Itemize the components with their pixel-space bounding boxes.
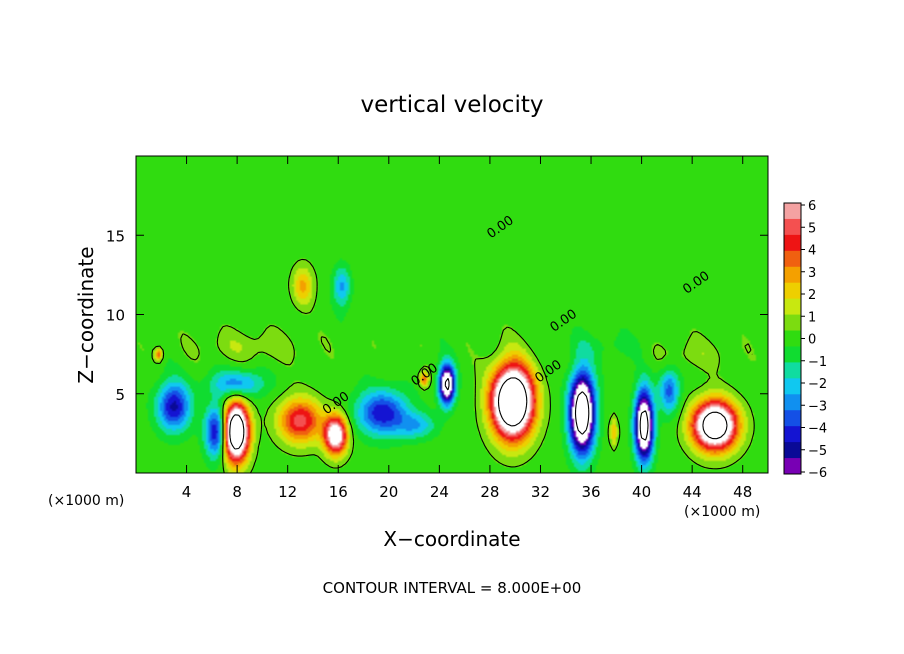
x-tick-label: 24 [430,483,449,501]
colorbar-tick-label: 5 [808,221,816,236]
colorbar-swatch [784,442,801,459]
colorbar-swatch [784,266,801,284]
y-tick-label: 5 [115,386,125,404]
y-axis: 5 10 15 [106,227,768,404]
x-tick-label: 32 [531,483,550,501]
colorbar-swatch [784,410,801,427]
x-tick-label: 20 [379,483,398,501]
x-tick-label: 48 [733,483,752,501]
colorbar-swatch [784,203,801,220]
colorbar-swatch [784,218,801,236]
colorbar-tick-label: 4 [808,244,816,259]
x-axis-unit-right: (×1000 m) [684,504,760,520]
x-tick-label: 36 [581,483,600,501]
colorbar-swatch [784,426,801,443]
colorbar-tick-label: −6 [808,466,827,481]
colorbar-tick-label: −2 [808,377,827,392]
velocity-field [136,156,768,473]
colorbar-swatch [784,378,801,395]
x-tick-label: 12 [278,483,297,501]
contour-zero [151,258,755,473]
colorbar-swatch [784,314,801,332]
x-axis: 4 8 12 16 20 24 28 32 36 40 44 48 [182,156,752,501]
y-tick-label: 10 [106,307,125,325]
x-tick-label: 4 [182,483,192,501]
x-tick-label: 16 [329,483,348,501]
colorbar-swatch [784,330,801,347]
y-axis-label: Z−coordinate [74,246,98,383]
colorbar-tick-label: 3 [808,266,816,281]
colorbar-tick-label: −5 [808,444,827,459]
colorbar-tick-label: 6 [808,199,816,214]
plot-area [136,156,768,473]
colorbar-swatch [784,394,801,411]
colorbar-swatch [784,458,801,475]
colorbar-swatch [784,362,801,379]
contour-interval-note: CONTOUR INTERVAL = 8.000E+00 [323,579,582,597]
colorbar-swatch [784,346,801,363]
x-tick-label: 44 [683,483,702,501]
colorbar-swatch [784,234,801,252]
colorbar-swatch [784,282,801,300]
colorbar: 6 5 4 3 2 1 0 −1 −2 −3 −4 −5 −6 [783,199,827,481]
x-axis-label: X−coordinate [383,527,520,551]
contour-lines [151,258,755,473]
contour-positive-8 [229,377,728,450]
colorbar-tick-label: −3 [808,399,827,414]
colorbar-tick-label: 2 [808,288,816,303]
x-axis-unit-left: (×1000 m) [48,493,124,509]
colorbar-tick-label: 0 [808,333,816,348]
colorbar-tick-label: 1 [808,310,816,325]
colorbar-tick-label: −1 [808,355,827,370]
colorbar-swatch [784,298,801,316]
colorbar-swatch [784,250,801,268]
contour-negative-8 [444,377,649,441]
y-tick-label: 15 [106,227,125,245]
colorbar-tick-label: −4 [808,422,827,437]
x-tick-label: 8 [232,483,242,501]
x-tick-label: 40 [632,483,651,501]
chart-title: vertical velocity [361,92,544,118]
x-tick-label: 28 [480,483,499,501]
